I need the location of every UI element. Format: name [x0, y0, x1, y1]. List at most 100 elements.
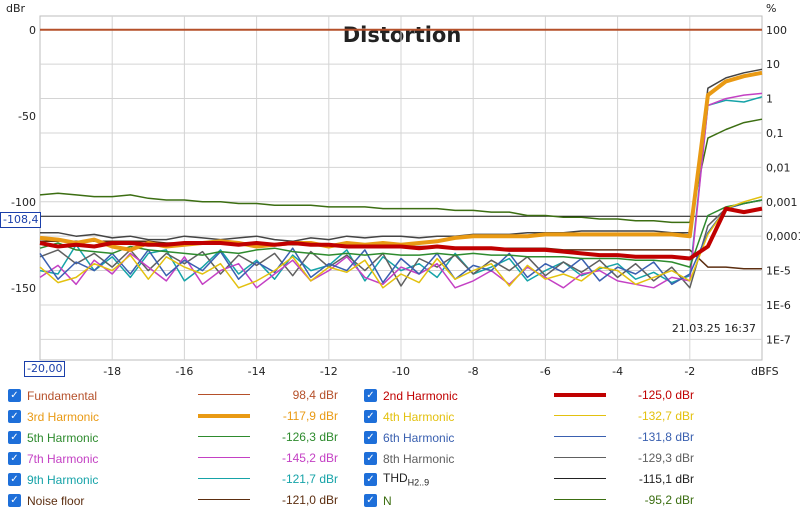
checkbox-icon[interactable]: ✓	[364, 494, 377, 507]
legend-swatch	[554, 436, 606, 438]
legend-swatch	[554, 499, 606, 501]
legend-label: 8th Harmonic	[383, 451, 455, 466]
legend-swatch	[554, 393, 606, 397]
checkbox-icon[interactable]: ✓	[8, 389, 21, 402]
x-axis-unit: dBFS	[751, 365, 779, 378]
x-tick-label: -6	[540, 365, 551, 378]
legend-item-7th-harmonic[interactable]: ✓ 7th Harmonic -145,2 dBr	[8, 448, 358, 469]
timestamp: 21.03.25 16:37	[672, 322, 756, 335]
x-tick-label: -4	[612, 365, 623, 378]
y-right-tick-label: 100	[766, 24, 787, 37]
x-cursor-readout[interactable]: -20,00	[24, 361, 66, 377]
legend: ✓ Fundamental 98,4 dBr ✓ 2nd Harmonic -125,0 …	[0, 383, 800, 511]
legend-value: -131,8 dBr	[637, 430, 694, 444]
x-tick-label: -14	[248, 365, 266, 378]
legend-item-9th-harmonic[interactable]: ✓ 9th Harmonic -121,7 dBr	[8, 469, 358, 490]
y-left-tick-label: -150	[11, 282, 36, 295]
legend-value: -115,1 dBr	[638, 472, 694, 486]
legend-value: -95,2 dBr	[644, 493, 694, 507]
x-tick-label: -10	[392, 365, 410, 378]
legend-item-4th-harmonic[interactable]: ✓ 4th Harmonic -132,7 dBr	[364, 406, 714, 427]
y-cursor-readout[interactable]: -108,4	[0, 212, 42, 228]
legend-label-subscript: H2..9	[407, 477, 430, 488]
legend-value: -117,9 dBr	[282, 409, 338, 423]
legend-swatch	[554, 457, 606, 459]
series-line-7th-harmonic	[39, 92, 763, 289]
x-tick-label: -12	[320, 365, 338, 378]
x-tick-label: -2	[684, 365, 695, 378]
checkbox-icon[interactable]: ✓	[8, 494, 21, 507]
legend-item-3rd-harmonic[interactable]: ✓ 3rd Harmonic -117,9 dBr	[8, 406, 358, 427]
legend-item-noise-floor[interactable]: ✓ Noise floor -121,0 dBr	[8, 490, 358, 511]
checkbox-icon[interactable]: ✓	[364, 389, 377, 402]
legend-swatch	[554, 415, 606, 417]
legend-item-n[interactable]: ✓ N -95,2 dBr	[364, 490, 714, 511]
checkbox-icon[interactable]: ✓	[364, 410, 377, 423]
legend-value: -121,0 dBr	[281, 493, 338, 507]
legend-swatch	[198, 457, 250, 459]
legend-item-5th-harmonic[interactable]: ✓ 5th Harmonic -126,3 dBr	[8, 427, 358, 448]
checkbox-icon[interactable]: ✓	[8, 410, 21, 423]
legend-value: -145,2 dBr	[281, 451, 338, 465]
legend-swatch	[198, 414, 250, 418]
series-line-2nd-harmonic	[39, 206, 763, 261]
x-tick-label: -16	[175, 365, 193, 378]
legend-value: -132,7 dBr	[637, 409, 694, 423]
legend-value: -121,7 dBr	[281, 472, 338, 486]
checkbox-icon[interactable]: ✓	[8, 452, 21, 465]
legend-label: 6th Harmonic	[383, 430, 455, 445]
y-right-tick-label: 0,001	[766, 196, 798, 209]
legend-label: 3rd Harmonic	[27, 409, 100, 424]
y-right-tick-label: 1	[766, 93, 773, 106]
legend-item-6th-harmonic[interactable]: ✓ 6th Harmonic -131,8 dBr	[364, 427, 714, 448]
legend-swatch	[198, 436, 250, 438]
x-tick-label: -18	[103, 365, 121, 378]
y-right-tick-label: 1E-5	[766, 265, 791, 278]
legend-label: Noise floor	[27, 493, 85, 508]
legend-value: -125,0 dBr	[637, 388, 694, 402]
left-axis-unit: dBr	[6, 2, 26, 15]
checkbox-icon[interactable]: ✓	[8, 431, 21, 444]
legend-value: 98,4 dBr	[292, 388, 338, 402]
legend-label: 9th Harmonic	[27, 472, 99, 487]
y-right-tick-label: 10	[766, 58, 780, 71]
legend-item-8th-harmonic[interactable]: ✓ 8th Harmonic -129,3 dBr	[364, 448, 714, 469]
y-right-tick-label: 0,1	[766, 127, 784, 140]
checkbox-icon[interactable]: ✓	[364, 452, 377, 465]
legend-swatch	[554, 478, 606, 480]
y-left-tick-label: -100	[11, 196, 36, 209]
x-tick-label: -8	[468, 365, 479, 378]
legend-label: N	[383, 493, 392, 508]
legend-item-thd[interactable]: ✓ THDH2..9 -115,1 dBr	[364, 469, 714, 490]
legend-swatch	[198, 478, 250, 480]
legend-swatch	[198, 499, 250, 501]
series-line-n	[39, 118, 763, 224]
legend-label: Fundamental	[27, 388, 98, 403]
legend-swatch	[198, 394, 250, 396]
legend-item-2nd-harmonic[interactable]: ✓ 2nd Harmonic -125,0 dBr	[364, 385, 714, 406]
series-line-6th-harmonic	[39, 199, 763, 286]
legend-item-fundamental[interactable]: ✓ Fundamental 98,4 dBr	[8, 385, 358, 406]
y-right-tick-label: 0,01	[766, 161, 791, 174]
checkbox-icon[interactable]: ✓	[364, 473, 377, 486]
legend-label: 2nd Harmonic	[383, 388, 458, 403]
legend-label: 5th Harmonic	[27, 430, 99, 445]
chart-title: Distortion	[343, 23, 462, 47]
legend-value: -126,3 dBr	[281, 430, 338, 444]
y-left-tick-label: -50	[18, 110, 36, 123]
right-axis-unit: %	[766, 2, 776, 15]
legend-label: THDH2..9	[383, 471, 430, 488]
distortion-chart: dBr % Distortion -18 -16 -14 -12 -10 -8 -6 -4 -2…	[6, 2, 800, 378]
series-line-5th-harmonic	[39, 199, 763, 268]
checkbox-icon[interactable]: ✓	[364, 431, 377, 444]
y-left-tick-label: 0	[29, 24, 36, 37]
series-line-thd-h2-9	[40, 68, 763, 243]
y-right-tick-label: 1E-6	[766, 299, 791, 312]
legend-label: 7th Harmonic	[27, 451, 99, 466]
series-line-4th-harmonic	[39, 195, 763, 289]
legend-value: -129,3 dBr	[637, 451, 694, 465]
checkbox-icon[interactable]: ✓	[8, 473, 21, 486]
legend-label: 4th Harmonic	[383, 409, 455, 424]
y-right-tick-label: 1E-7	[766, 333, 791, 346]
